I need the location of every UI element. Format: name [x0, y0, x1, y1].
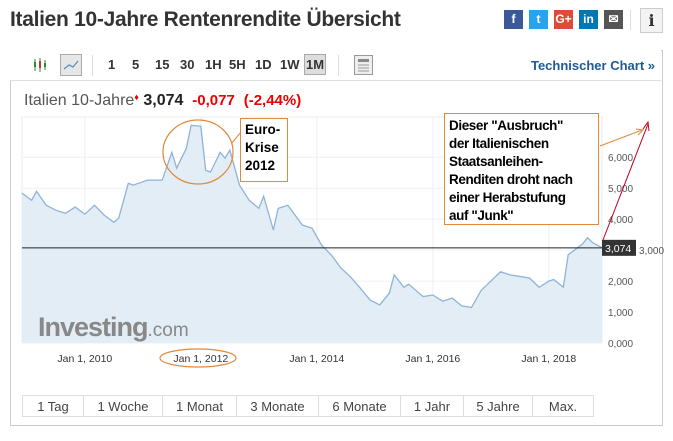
timeframe-5[interactable]: 5: [132, 57, 140, 72]
range-button[interactable]: 1 Woche: [83, 395, 163, 417]
x-tick-label: Jan 1, 2014: [289, 353, 344, 365]
x-tick-label: Jan 1, 2018: [521, 353, 576, 365]
annotation-line: auf "Junk": [449, 208, 514, 223]
page-title: Italien 10-Jahre Rentenrendite Übersicht: [10, 8, 401, 31]
y-tick-label: 4,000: [608, 215, 633, 226]
annotation-line: der Italienischen: [449, 136, 549, 151]
investing-logo: Investing.com: [38, 312, 189, 342]
line-chart-icon: [63, 60, 79, 70]
current-value-label: 3,074: [605, 243, 631, 255]
candlestick-chart-button[interactable]: [31, 56, 49, 74]
breakout-annotation: Dieser "Ausbruch" der Italienischen Staa…: [444, 113, 599, 225]
annotation-line: Euro-: [245, 122, 281, 137]
orange-arrowhead: [635, 128, 645, 136]
google-plus-share-button[interactable]: G+: [554, 10, 573, 29]
facebook-icon: f: [511, 12, 516, 26]
info-button[interactable]: i: [640, 8, 663, 33]
x-tick-label: Jan 1, 2012: [173, 353, 228, 365]
annotation-line: Renditen droht nach: [449, 172, 573, 187]
annotation-line: Dieser "Ausbruch": [449, 118, 564, 133]
email-share-button[interactable]: ✉: [604, 10, 623, 29]
divider: [92, 55, 93, 76]
highlight-ellipse: [159, 348, 237, 368]
technical-chart-link[interactable]: Technischer Chart »: [530, 58, 655, 73]
divider: [630, 10, 631, 30]
annotation-line: Staatsanleihen-: [449, 154, 543, 169]
euro-crisis-annotation: Euro- Krise 2012: [240, 118, 288, 182]
range-button[interactable]: 1 Tag: [22, 395, 84, 417]
timeframe-5h[interactable]: 5H: [229, 57, 246, 72]
chart-settings-button[interactable]: [354, 55, 373, 75]
range-button[interactable]: Max.: [532, 395, 594, 417]
y-tick-label: 6,000: [608, 153, 633, 164]
instrument-name: Italien 10-Jahre: [24, 92, 135, 109]
timeframe-30[interactable]: 30: [180, 57, 195, 72]
timeframe-1m[interactable]: 1M: [304, 54, 327, 75]
annotation-line: Krise: [245, 140, 279, 155]
divider: [338, 55, 339, 76]
timeframe-15[interactable]: 15: [155, 57, 170, 72]
quote-header: Italien 10-Jahre♦ 3,074 -0,077 (-2,44%): [24, 92, 301, 110]
twitter-share-button[interactable]: t: [529, 10, 548, 29]
linkedin-share-button[interactable]: in: [579, 10, 598, 29]
timeframe-1d[interactable]: 1D: [255, 57, 272, 72]
range-button[interactable]: 3 Monate: [236, 395, 319, 417]
range-button[interactable]: 6 Monate: [318, 395, 401, 417]
range-button[interactable]: 1 Monat: [162, 395, 237, 417]
y-tick-label: 2,000: [608, 277, 633, 288]
price-change: -0,077: [192, 92, 235, 109]
y-tick-label: 5,000: [608, 184, 633, 195]
annotation-connector: [231, 131, 242, 144]
x-tick-label: Jan 1, 2016: [405, 353, 460, 365]
x-tick-label: Jan 1, 2010: [57, 353, 112, 365]
email-icon: ✉: [608, 12, 619, 26]
timeframe-1w[interactable]: 1W: [280, 57, 300, 72]
down-arrow-icon: ♦: [134, 92, 139, 102]
current-value-badge: [602, 239, 636, 256]
annotation-line: einer Herabstufung: [449, 190, 566, 205]
google-plus-icon: G+: [555, 12, 572, 26]
timeframe-1[interactable]: 1: [108, 57, 116, 72]
twitter-icon: t: [536, 12, 541, 26]
range-button[interactable]: 5 Jahre: [463, 395, 533, 417]
last-price: 3,074: [143, 92, 184, 109]
info-icon: i: [648, 11, 655, 30]
candlestick-icon: [34, 58, 46, 72]
euro-crisis-circle: [162, 119, 234, 185]
price-change-percent: (-2,44%): [243, 92, 302, 109]
table-icon: [358, 59, 369, 72]
timeframe-1h[interactable]: 1H: [205, 57, 222, 72]
orange-arrow: [599, 129, 643, 147]
facebook-share-button[interactable]: f: [504, 10, 523, 29]
red-arrow: [602, 123, 649, 241]
y-tick-label: 0,000: [608, 339, 633, 350]
chart-toolbar: [10, 50, 661, 81]
line-chart-button[interactable]: [60, 54, 82, 76]
range-button[interactable]: 1 Jahr: [400, 395, 464, 417]
y-tick-label: 3,000: [639, 246, 664, 257]
linkedin-icon: in: [583, 12, 594, 26]
annotation-line: 2012: [245, 158, 276, 173]
red-arrowhead: [642, 120, 650, 132]
area-fill: [22, 125, 602, 343]
y-tick-label: 1,000: [608, 308, 633, 319]
